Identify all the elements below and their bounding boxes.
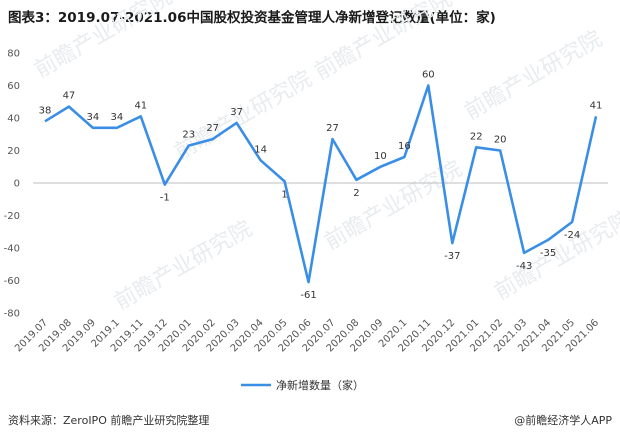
data-label-20: -43 [516,261,532,272]
data-label-15: 16 [398,141,411,152]
y-axis: 80 60 40 20 0 -20 -40 -60 -80 [4,49,20,320]
legend: 净新增数量（家） [241,378,364,392]
data-label-7: 27 [206,123,219,134]
y-tick-label-5: -20 [4,211,20,222]
x-axis: 2019.072019.082019.092019.12019.112019.1… [13,317,601,354]
data-label-3: 34 [110,112,123,123]
data-label-21: -35 [540,248,556,259]
brand-note: @前瞻经济学人APP [514,414,612,427]
y-tick-label-8: -80 [4,309,20,320]
data-label-5: -1 [160,193,170,204]
y-tick-label-0: 80 [7,49,20,60]
watermark-text-0: 前瞻产业研究院 [31,0,177,83]
data-label-4: 41 [134,100,147,111]
data-label-23: 41 [590,100,603,111]
data-label-17: -37 [444,251,460,262]
data-label-16: 60 [422,70,435,81]
y-tick-label-2: 40 [7,114,20,125]
watermark-text-1: 前瞻产业研究院 [171,67,317,166]
data-label-1: 47 [63,91,76,102]
watermark-text-2: 前瞻产业研究院 [321,157,467,256]
data-label-9: 14 [254,144,267,155]
data-label-12: 27 [326,123,339,134]
data-label-18: 22 [470,131,483,142]
y-tick-label-7: -60 [4,276,20,287]
data-label-14: 10 [374,151,387,162]
watermark-text-5: 前瞻产业研究院 [111,217,257,316]
data-label-8: 37 [230,107,243,118]
y-tick-label-4: 0 [14,179,20,190]
data-label-11: -61 [300,290,316,301]
watermark-text-3: 前瞻产业研究院 [461,27,607,126]
data-label-6: 23 [182,130,195,141]
data-label-2: 34 [87,112,100,123]
data-label-22: -24 [564,230,580,241]
series-line [44,84,598,284]
chart-title: 图表3：2019.07-2021.06中国股权投资基金管理人净新增登记数量(单位… [8,10,496,26]
data-label-0: 38 [39,105,52,116]
data-label-19: 20 [494,135,507,146]
data-label-13: 2 [353,188,359,199]
y-tick-label-6: -40 [4,244,20,255]
y-tick-label-1: 60 [7,81,20,92]
legend-label: 净新增数量（家） [276,378,364,392]
data-label-10: 1 [281,189,287,200]
source-note: 资料来源：ZeroIPO 前瞻产业研究院整理 [8,414,210,427]
y-tick-label-3: 20 [7,146,20,157]
